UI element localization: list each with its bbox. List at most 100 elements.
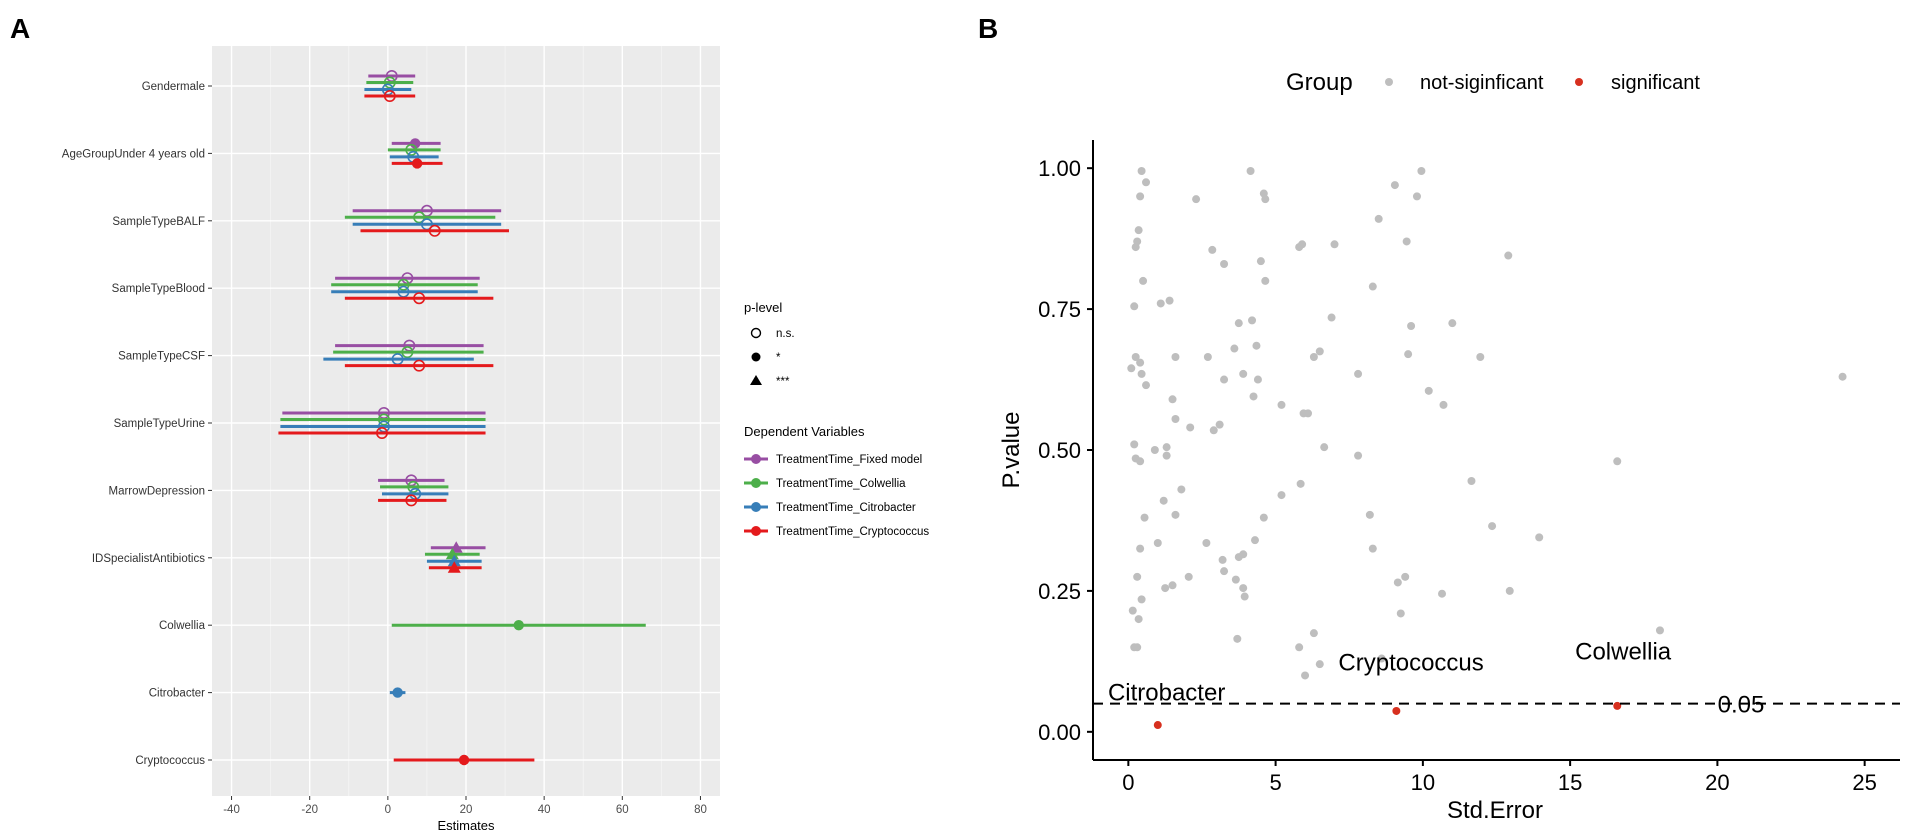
point-not-siginficant (1330, 240, 1339, 249)
point-not-siginficant (1535, 533, 1544, 542)
estimate-open-circle-sampletypeblood (413, 292, 426, 305)
estimate-open-circle-sampletypeurine (375, 426, 388, 439)
point-not-siginficant (1396, 609, 1405, 618)
y-tick-label-colwellia: Colwellia (159, 620, 206, 632)
point-not-siginficant (1165, 296, 1174, 305)
estimate-open-circle-sampletypeurine (377, 413, 390, 426)
point-not-siginficant (1150, 446, 1159, 454)
estimate-filled-circle-citrobacter (392, 687, 403, 698)
estimate-open-circle-marrowdepression (405, 494, 418, 507)
point-not-siginficant (1159, 496, 1168, 505)
estimate-filled-circle-agegroupunder-4-years-old (410, 138, 421, 149)
point-not-siginficant (1252, 341, 1261, 350)
legend-p-level-label-ns: n.s. (776, 328, 795, 340)
point-not-siginficant (1393, 578, 1402, 587)
estimate-filled-circle-colwellia (513, 620, 524, 631)
point-not-siginficant (1248, 316, 1257, 325)
point-not-siginficant (1133, 643, 1142, 652)
legend-filled-circle-icon (751, 352, 761, 362)
point-label-cryptococcus: Cryptococcus (1338, 649, 1483, 676)
point-not-siginficant (1209, 426, 1218, 435)
series-significant (1153, 701, 1622, 730)
point-not-siginficant (1131, 353, 1140, 361)
x-tick-label-20: 20 (1705, 770, 1729, 795)
legend-dv-item-treatmenttime-fixed-model: TreatmentTime_Fixed model (744, 454, 922, 466)
estimate-open-circle-sampletypebalf (428, 224, 441, 237)
point-not-siginficant (1142, 178, 1151, 187)
panel-a-y-axis: Gendermale AgeGroupUnder 4 years old Sampl… (62, 81, 212, 767)
point-not-siginficant (1309, 629, 1318, 638)
point-not-siginficant (1295, 643, 1304, 652)
point-not-siginficant (1424, 386, 1433, 395)
estimate-triangle-idspecialistantibiotics (447, 561, 461, 573)
point-not-siginficant (1277, 491, 1286, 500)
y-tick-label-agegroupunder-4-years-old: AgeGroupUnder 4 years old (62, 148, 205, 160)
legend-dv-dot-icon (751, 502, 761, 512)
legend-dependent-variables: Dependent Variables TreatmentTime_Fixed … (744, 424, 929, 538)
series-treatmenttime-cryptococcus (278, 90, 535, 766)
point-not-siginficant (1133, 572, 1142, 581)
y-tick-label-sampletypebalf: SampleTypeBALF (112, 216, 205, 228)
point-significant (1392, 706, 1401, 715)
point-not-siginficant (1402, 237, 1411, 246)
point-not-siginficant (1476, 353, 1485, 361)
estimate-open-circle-gendermale (383, 76, 396, 89)
y-tick-label-sampletypeblood: SampleTypeBlood (112, 283, 205, 295)
point-not-siginficant (1239, 369, 1248, 378)
point-not-siginficant (1467, 477, 1476, 485)
point-not-siginficant (1136, 192, 1145, 201)
legend-p-level-title: p-level (744, 300, 782, 315)
series-treatmenttime-colwellia (280, 76, 646, 631)
point-not-siginficant (1134, 615, 1143, 624)
x-tick-label-0: 0 (1122, 770, 1134, 795)
point-not-siginficant (1655, 626, 1664, 635)
point-not-siginficant (1246, 167, 1255, 175)
point-significant (1613, 701, 1622, 710)
legend-dv-dot-icon (751, 454, 761, 464)
point-significant (1153, 721, 1162, 730)
point-not-siginficant (1250, 536, 1259, 545)
estimate-triangle-idspecialistantibiotics (447, 554, 461, 567)
legend-dv-label: TreatmentTime_Cryptococcus (776, 526, 929, 538)
legend-dv-title: Dependent Variables (744, 424, 865, 439)
point-not-siginficant (1256, 257, 1265, 266)
legend-not-significant-label: not-siginficant (1420, 72, 1544, 94)
point-not-siginficant (1220, 567, 1229, 576)
point-not-siginficant (1192, 195, 1201, 204)
point-not-siginficant (1127, 364, 1136, 373)
x-tick-label-10: 10 (1411, 770, 1435, 795)
point-not-siginficant (1162, 451, 1171, 460)
estimate-open-circle-sampletypeblood (397, 278, 410, 291)
point-not-siginficant (1239, 584, 1248, 593)
point-not-siginficant (1439, 400, 1448, 409)
point-not-siginficant (1301, 671, 1310, 680)
point-not-siginficant (1168, 395, 1177, 404)
point-not-siginficant (1365, 510, 1374, 519)
legend-significant-label: significant (1611, 72, 1700, 94)
legend-group: Group not-siginficant significant (1286, 69, 1700, 96)
y-tick-label-0-75: 0.75 (1038, 297, 1081, 322)
x-tick-label-80: 80 (694, 804, 707, 816)
point-not-siginficant (1137, 595, 1146, 604)
panel-b-label: B (978, 13, 998, 44)
legend-not-significant-dot-icon (1385, 78, 1393, 86)
series-treatmenttime-citrobacter (280, 83, 502, 698)
panel-a-label: A (10, 13, 30, 44)
point-not-siginficant (1277, 400, 1286, 409)
point-not-siginficant (1417, 167, 1426, 175)
estimate-filled-circle-cryptococcus (458, 754, 470, 766)
panel-b-y-axis-label: P.value (998, 412, 1025, 489)
point-label-citrobacter: Citrobacter (1108, 679, 1225, 706)
y-tick-label-idspecialistantibiotics: IDSpecialistAntibiotics (92, 553, 205, 565)
point-not-siginficant (1404, 350, 1413, 359)
point-not-siginficant (1320, 443, 1329, 452)
point-not-siginficant (1230, 344, 1239, 353)
point-not-siginficant (1161, 584, 1170, 593)
point-not-siginficant (1249, 392, 1258, 401)
x-tick-label-40: 40 (538, 804, 551, 816)
point-not-siginficant (1412, 192, 1421, 201)
point-not-siginficant (1407, 322, 1416, 330)
point-not-siginficant (1202, 539, 1211, 547)
legend-dv-dot-icon (751, 526, 761, 536)
